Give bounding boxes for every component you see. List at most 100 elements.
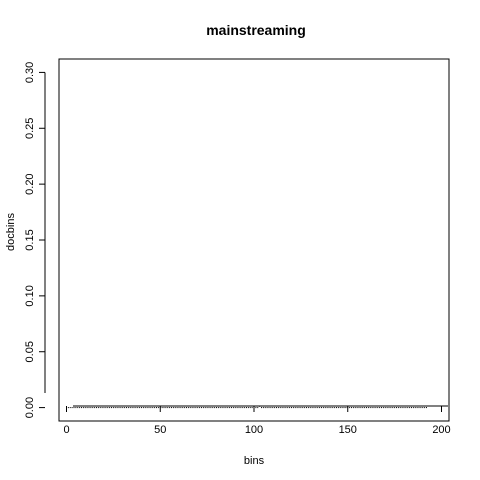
data-point bbox=[176, 407, 178, 409]
data-point bbox=[249, 407, 251, 409]
data-point bbox=[283, 407, 285, 409]
data-point bbox=[337, 407, 339, 409]
data-point bbox=[135, 407, 137, 409]
data-point bbox=[163, 407, 165, 409]
data-point bbox=[157, 407, 159, 409]
data-point bbox=[371, 407, 373, 409]
data-point bbox=[131, 407, 133, 409]
data-point bbox=[201, 407, 202, 409]
plot-box bbox=[58, 58, 450, 422]
data-point bbox=[366, 407, 367, 409]
data-point bbox=[377, 407, 379, 409]
y-tick-label: 0.05 bbox=[24, 341, 36, 362]
data-point bbox=[171, 407, 172, 409]
data-point bbox=[296, 407, 298, 409]
data-point bbox=[223, 407, 225, 409]
x-tick-label: 100 bbox=[245, 424, 263, 436]
data-points bbox=[66, 405, 427, 409]
data-point bbox=[94, 407, 96, 409]
data-point bbox=[317, 407, 319, 409]
data-point bbox=[142, 407, 144, 409]
data-point bbox=[189, 407, 191, 409]
data-point bbox=[382, 407, 384, 409]
data-point bbox=[156, 407, 157, 409]
data-point bbox=[107, 407, 109, 409]
data-point bbox=[405, 407, 407, 409]
data-point bbox=[174, 407, 176, 409]
data-point bbox=[202, 407, 204, 409]
data-point bbox=[315, 407, 317, 409]
data-point bbox=[67, 407, 69, 409]
data-point bbox=[219, 407, 221, 409]
data-point bbox=[304, 407, 306, 409]
data-point bbox=[276, 407, 277, 409]
data-point bbox=[379, 407, 381, 409]
y-tick-label: 0.25 bbox=[24, 118, 36, 139]
data-point bbox=[195, 407, 197, 409]
data-point bbox=[401, 407, 403, 409]
data-point bbox=[139, 407, 141, 409]
data-point bbox=[97, 407, 99, 409]
y-tick-label: 0.20 bbox=[24, 173, 36, 194]
data-point bbox=[277, 407, 279, 409]
data-point bbox=[114, 407, 116, 409]
data-point bbox=[394, 407, 396, 409]
data-point bbox=[146, 407, 148, 409]
data-point bbox=[341, 407, 343, 409]
data-point bbox=[236, 407, 238, 409]
data-point bbox=[152, 407, 154, 409]
data-point bbox=[311, 407, 313, 409]
data-point bbox=[270, 407, 272, 409]
data-point bbox=[187, 407, 189, 409]
data-point bbox=[420, 407, 422, 409]
data-point bbox=[148, 407, 150, 409]
data-point bbox=[291, 407, 292, 409]
data-point bbox=[129, 407, 131, 409]
data-point bbox=[124, 407, 126, 409]
x-axis-label: bins bbox=[244, 455, 265, 467]
data-point bbox=[360, 407, 362, 409]
data-point bbox=[118, 407, 120, 409]
data-point bbox=[144, 407, 146, 409]
data-point bbox=[426, 407, 427, 409]
data-point bbox=[289, 407, 291, 409]
data-point bbox=[133, 407, 135, 409]
data-point bbox=[292, 407, 294, 409]
data-point bbox=[300, 407, 302, 409]
data-point bbox=[191, 407, 193, 409]
data-point bbox=[169, 407, 171, 409]
data-point bbox=[392, 407, 394, 409]
data-point bbox=[206, 407, 208, 409]
x-tick-label: 150 bbox=[339, 424, 357, 436]
data-point bbox=[127, 407, 129, 409]
data-point bbox=[349, 407, 351, 409]
data-point bbox=[407, 407, 409, 409]
data-point bbox=[197, 407, 199, 409]
data-point bbox=[165, 407, 167, 409]
data-point bbox=[251, 407, 253, 409]
data-point bbox=[386, 407, 388, 409]
data-point bbox=[210, 407, 212, 409]
data-point bbox=[99, 407, 101, 409]
data-point bbox=[324, 407, 326, 409]
data-point bbox=[141, 407, 142, 409]
data-point bbox=[71, 407, 73, 409]
data-point bbox=[326, 407, 328, 409]
data-point bbox=[112, 407, 114, 409]
x-tick-label: 50 bbox=[154, 424, 166, 436]
data-point bbox=[264, 407, 266, 409]
data-point bbox=[221, 407, 223, 409]
x-tick-label: 200 bbox=[432, 424, 450, 436]
data-point bbox=[330, 407, 332, 409]
y-tick-label: 0.10 bbox=[24, 285, 36, 306]
data-point bbox=[96, 407, 97, 409]
data-point bbox=[84, 407, 86, 409]
data-point bbox=[180, 407, 182, 409]
data-point bbox=[161, 407, 163, 409]
data-point bbox=[279, 407, 281, 409]
data-point bbox=[150, 407, 152, 409]
data-point bbox=[246, 407, 247, 409]
data-point bbox=[255, 407, 257, 409]
data-point bbox=[336, 407, 337, 409]
